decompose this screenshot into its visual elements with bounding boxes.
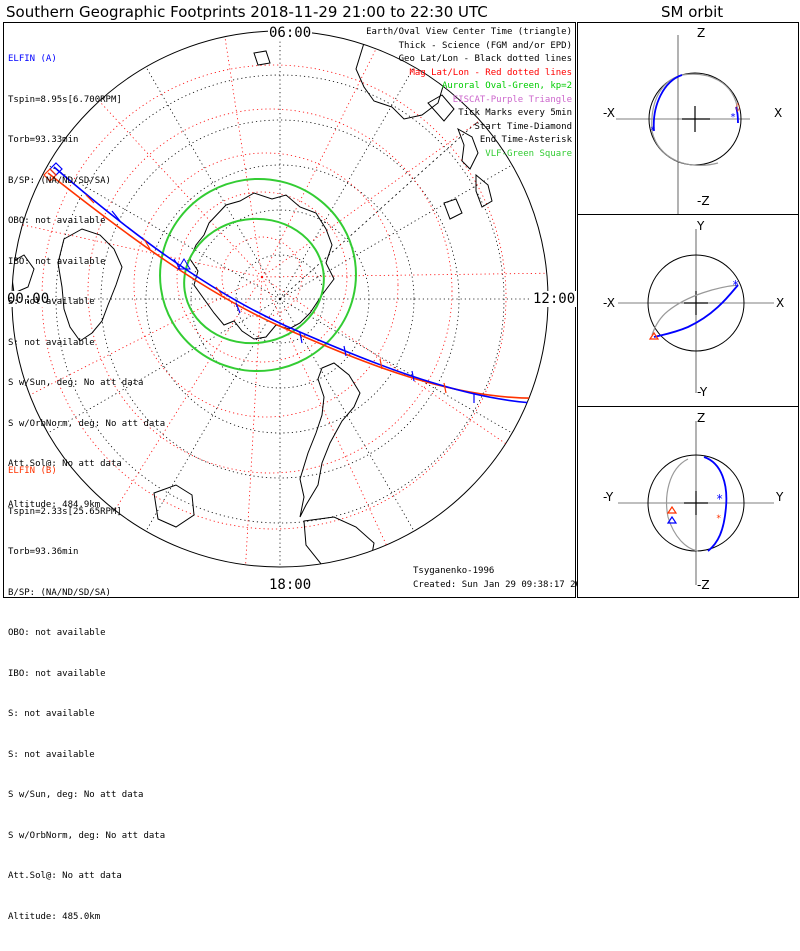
elfin-a-line: B/SP: (NA/ND/SD/SA) [8, 175, 111, 186]
orbit-title: SM orbit [661, 3, 724, 21]
legend-item: Tick Marks every 5min [458, 108, 572, 118]
start-diamond-markers [43, 162, 63, 182]
mlt-label-bottom: 18:00 [268, 577, 313, 593]
elfin-a-line: S: not available [8, 337, 95, 348]
svg-text:*: * [650, 126, 655, 136]
orbit-xy-left-label: -X [603, 296, 615, 310]
map-legend: Earth/Oval View Center Time (triangle) T… [366, 26, 572, 161]
legend-item: Start Time-Diamond [474, 121, 572, 132]
auroral-oval [159, 177, 357, 373]
orbit-xy-bottom-label: -Y [697, 385, 708, 399]
islands-outline [253, 50, 463, 220]
elfin-b-line: OBO: not available [8, 628, 106, 638]
model-label: Tsyganenko-1996 [413, 566, 495, 576]
orbit-yz-bottom-label: -Z [697, 578, 710, 592]
south-america-outline [299, 362, 361, 518]
legend-item: Mag Lat/Lon - Red dotted lines [409, 67, 572, 78]
end-asterisk-markers [526, 392, 548, 408]
antarctica-outline [189, 192, 335, 340]
greenland-outline [153, 484, 195, 528]
elfin-a-line: S w/Sun, deg: No att data [8, 378, 144, 388]
elfin-a-line: IBO: not available [8, 256, 106, 267]
mlt-label-right: 12:00 [532, 291, 577, 307]
elfin-b-line: Altitude: 485.0km [8, 911, 101, 922]
elfin-a-line: OBO: not available [8, 216, 106, 226]
elfin-b-line: B/SP: (NA/ND/SD/SA) [8, 587, 111, 598]
elfin-b-line: S w/Sun, deg: No att data [8, 790, 144, 800]
orbit-plot-xy: * [618, 229, 774, 393]
elfin-b-ticks [85, 194, 447, 394]
africa-outline [57, 228, 123, 342]
svg-text:*: * [732, 278, 739, 292]
footprint-map [11, 30, 549, 568]
elfin-a-track-line [53, 166, 533, 404]
orbit-xz-right-label: X [774, 106, 783, 120]
elfin-b-line: Att.Sol@: No att data [8, 871, 122, 881]
svg-text:◊: ◊ [735, 102, 740, 113]
elfin-a-info: ELFIN (A) Tspin=8.95s[6.700RPM] Torb=93.… [8, 26, 165, 539]
europe-outline [12, 254, 35, 294]
orbit-panel-xz: * * ◊ Z -Z -X X [577, 22, 799, 215]
created-timestamp: Created: Sun Jan 29 09:38:17 2023 [413, 580, 592, 590]
elfin-b-line: IBO: not available [8, 668, 106, 679]
legend-item: Thick - Science (FGM and/or EPD) [398, 40, 572, 51]
legend-item: Auroral Oval-Green, kp=2 [441, 81, 572, 91]
elfin-a-line: Altitude: 484.9km [8, 499, 101, 510]
orbit-xz-bottom-label: -Z [697, 194, 710, 208]
new-zealand-outline [457, 127, 493, 208]
legend-item: End Time-Asterisk [479, 135, 572, 145]
elfin-a-line: S w/OrbNorm, deg: No att data [8, 418, 166, 429]
map-title: Southern Geographic Footprints 2018-11-2… [6, 3, 488, 21]
orbit-panel-yz: * * Z -Z -Y Y [577, 406, 799, 598]
elfin-a-header: ELFIN (A) [8, 54, 57, 64]
elfin-a-track [53, 166, 533, 404]
svg-text:*: * [716, 492, 723, 506]
elfin-a-line: Att.Sol@: No att data [8, 459, 122, 469]
elfin-b-line: S w/OrbNorm, deg: No att data [8, 830, 166, 841]
legend-item: EISCAT-Purple Triangle [452, 94, 572, 105]
svg-text:*: * [730, 112, 736, 123]
mlt-label-left: 00:00 [6, 291, 51, 307]
orbit-plot-xz: * * ◊ [616, 35, 750, 214]
footprint-map-panel: 06:00 00:00 12:00 18:00 ELFIN (A) Tspin=… [3, 22, 592, 922]
coastlines [12, 36, 493, 567]
orbit-xz-top-label: Z [697, 26, 706, 40]
orbit-yz-right-label: Y [776, 490, 784, 504]
elfin-b-line: Tspin=2.33s[25.65RPM] [8, 506, 122, 517]
orbit-yz-left-label: -Y [603, 490, 614, 504]
orbit-xz-left-label: -X [603, 106, 615, 120]
elfin-a-line: Torb=93.33min [8, 135, 79, 145]
geo-grid [12, 31, 548, 567]
elfin-b-line: Torb=93.36min [8, 547, 79, 557]
orbit-plot-yz: * * [618, 421, 774, 585]
legend-item: Geo Lat/Lon - Black dotted lines [398, 54, 572, 64]
orbit-xy-right-label: X [776, 296, 785, 310]
view-center-triangle [177, 258, 191, 270]
orbit-yz-top-label: Z [697, 411, 706, 425]
elfin-b-info: ELFIN (B) Tspin=2.33s[25.65RPM] Torb=93.… [8, 438, 165, 951]
elfin-a-line: Tspin=8.95s[6.700RPM] [8, 94, 122, 105]
elfin-b-line: S: not available [8, 749, 95, 760]
legend-item: VLF-Green Square [485, 148, 572, 159]
elfin-b-header: ELFIN (B) [8, 466, 57, 476]
orbit-xy-top-label: Y [697, 219, 705, 233]
svg-text:*: * [716, 514, 721, 524]
elfin-a-line: S: not available [8, 297, 95, 307]
orbit-panel-xy: * Y -Y -X X [577, 214, 799, 407]
mlt-label-top: 06:00 [268, 25, 313, 41]
elfin-a-ticks [111, 210, 475, 403]
legend-item: Earth/Oval View Center Time (triangle) [366, 27, 572, 37]
elfin-b-line: S: not available [8, 709, 95, 719]
